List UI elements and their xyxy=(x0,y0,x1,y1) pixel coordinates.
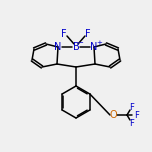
Text: O: O xyxy=(109,110,117,120)
Text: N: N xyxy=(90,42,98,52)
Text: +: + xyxy=(96,40,102,46)
Text: F: F xyxy=(135,111,139,119)
Text: F: F xyxy=(130,119,134,128)
Text: N: N xyxy=(54,42,62,52)
Text: B: B xyxy=(73,42,79,52)
Text: F: F xyxy=(61,29,67,39)
Text: F: F xyxy=(85,29,91,39)
Text: F: F xyxy=(130,102,134,112)
Text: −: − xyxy=(78,40,83,46)
